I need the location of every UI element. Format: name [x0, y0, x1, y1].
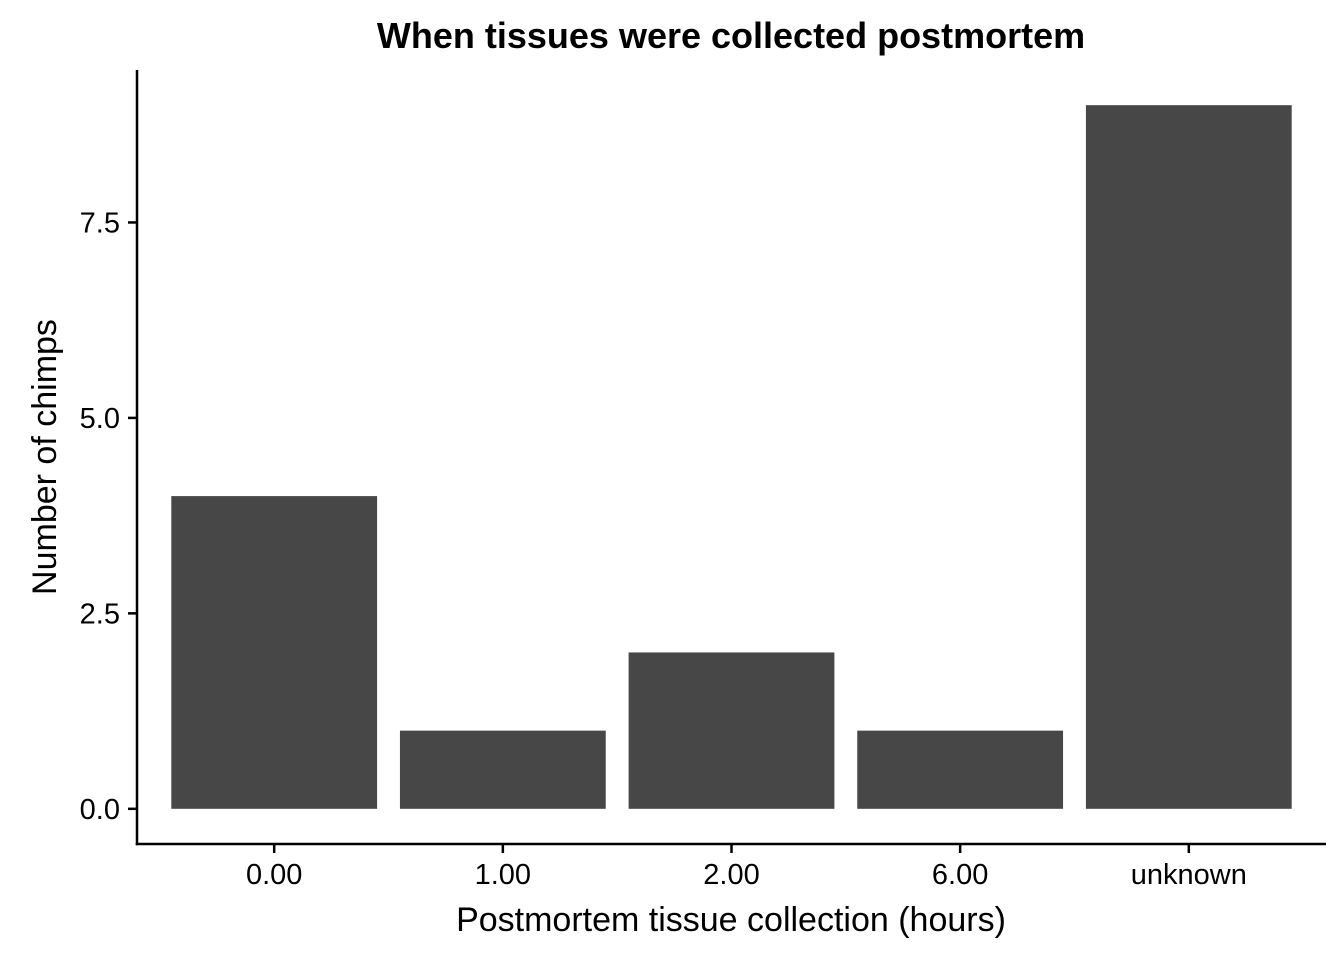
x-tick-label: 6.00 — [932, 859, 988, 891]
x-tick-label: 0.00 — [246, 859, 302, 891]
bar-0.00 — [171, 496, 378, 809]
bar-unknown — [1085, 105, 1292, 809]
y-tick-label: 5.0 — [80, 403, 120, 435]
chart-title: When tissues were collected postmortem — [377, 15, 1085, 56]
y-tick-label: 0.0 — [80, 794, 120, 826]
bar-6.00 — [857, 730, 1064, 809]
x-tick-label: 1.00 — [475, 859, 531, 891]
bar-1.00 — [399, 730, 606, 809]
axes-layer: 0.0 2.5 5.0 7.5 0.00 1.00 2.00 6.00 unknown — [80, 70, 1326, 891]
y-axis-label: Number of chimps — [26, 319, 64, 595]
y-tick-label: 7.5 — [80, 207, 120, 239]
y-tick-label: 2.5 — [80, 598, 120, 630]
x-tick-label: 2.00 — [703, 859, 759, 891]
x-axis-label: Postmortem tissue collection (hours) — [456, 901, 1006, 939]
x-tick-label: unknown — [1131, 859, 1247, 891]
bars-layer — [171, 105, 1292, 809]
bar-2.00 — [628, 652, 835, 809]
